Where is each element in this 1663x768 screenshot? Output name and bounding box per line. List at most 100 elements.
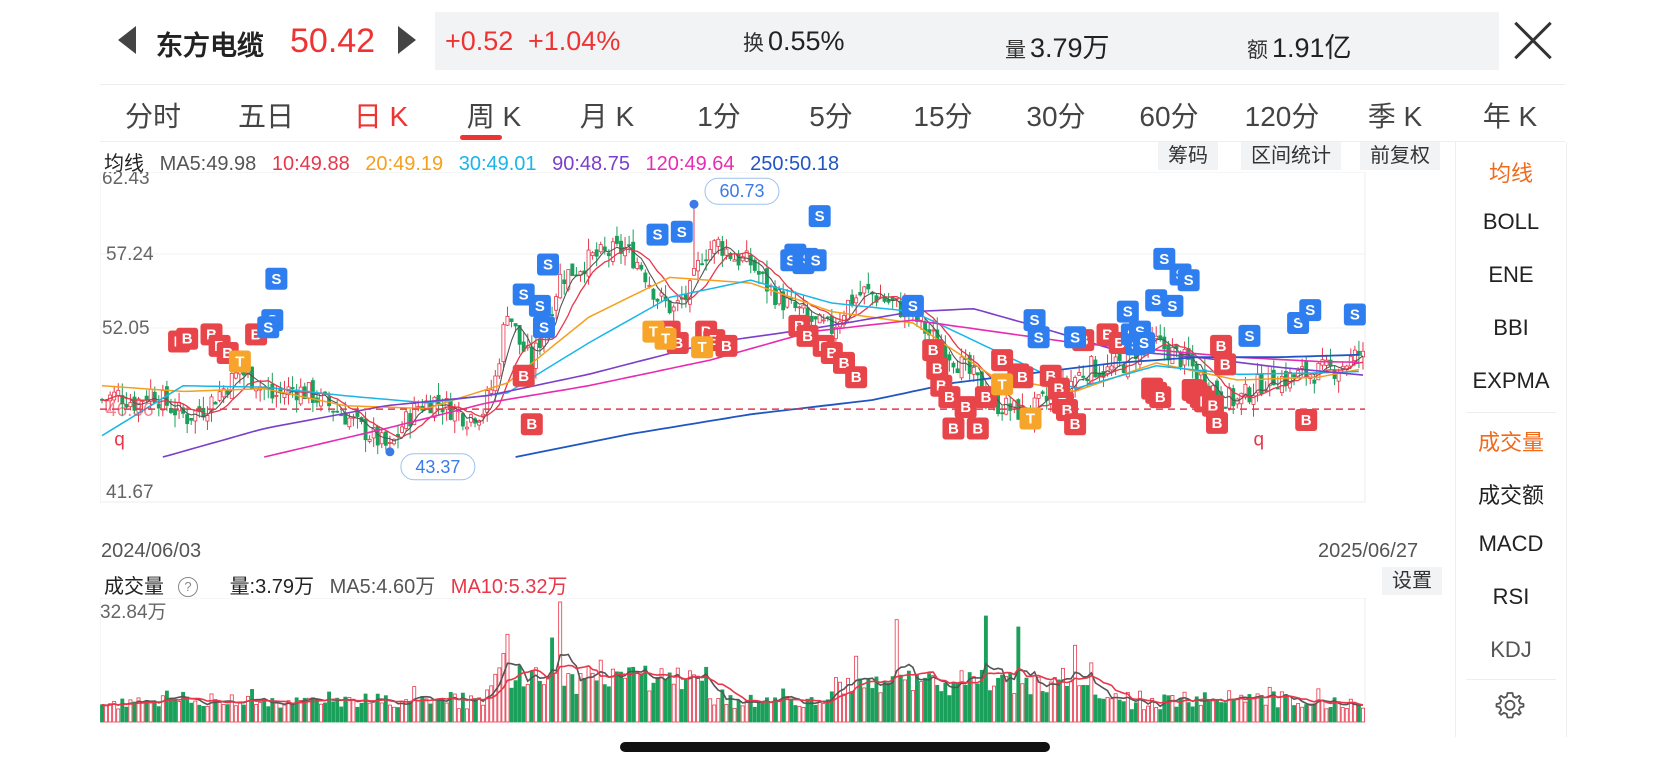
volume-bar [1020, 683, 1025, 723]
volume-bar [477, 697, 482, 723]
tab-1min[interactable]: 1分 [697, 101, 741, 132]
candle-body [598, 244, 603, 253]
volume-bar [1093, 694, 1098, 723]
signal-badge-letter: B [1062, 402, 1073, 419]
tab-60min[interactable]: 60分 [1139, 101, 1199, 132]
range-stats-button[interactable]: 区间统计 [1241, 142, 1341, 170]
volume-bar [148, 702, 153, 723]
volume-bar [112, 701, 117, 723]
volume-bar [679, 689, 684, 723]
volume-legend-title[interactable]: 成交量? [104, 576, 208, 598]
tee-signal-badge: T [228, 350, 251, 373]
volume-bar [1300, 706, 1305, 723]
tab-5min[interactable]: 5分 [809, 101, 853, 132]
volume-bar [1056, 679, 1061, 723]
signal-badge-letter: S [1184, 272, 1194, 289]
candle-body [651, 288, 656, 300]
sell-signal-badge: S [1116, 300, 1139, 323]
tab-120min[interactable]: 120分 [1244, 101, 1320, 132]
tab-30min[interactable]: 30分 [1026, 101, 1086, 132]
previous-stock-arrow-icon[interactable] [118, 26, 136, 54]
indicator-amount[interactable]: 成交额 [1477, 483, 1544, 508]
next-stock-arrow-icon[interactable] [398, 26, 416, 54]
volume-bar [655, 676, 660, 723]
volume-bar [250, 689, 254, 723]
volume-settings-button[interactable]: 设置 [1382, 567, 1442, 595]
candle-body [371, 427, 376, 439]
volume-bar [578, 673, 583, 723]
signal-badge-letter: T [661, 331, 670, 348]
volume-chart[interactable]: 32.84万 [100, 598, 1445, 738]
candle-body [756, 271, 761, 275]
indicator-ene[interactable]: ENE [1488, 262, 1534, 287]
indicator-macd[interactable]: MACD [1478, 531, 1544, 556]
tab-intraday[interactable]: 分时 [124, 101, 182, 132]
volume-bar [756, 702, 761, 723]
signal-badge-letter: B [997, 352, 1008, 369]
candle-body [1279, 376, 1284, 394]
indicator-bbi[interactable]: BBI [1493, 315, 1529, 340]
signal-badge-box [1295, 408, 1318, 431]
candle-body [355, 411, 360, 417]
volume-bar [1267, 686, 1272, 723]
active-tab-indicator [460, 135, 502, 140]
indicator-ma[interactable]: 均线 [1488, 161, 1533, 186]
close-icon[interactable] [1512, 20, 1554, 62]
volume-bar [485, 689, 490, 723]
volume-bar [201, 706, 206, 723]
indicator-boll[interactable]: BOLL [1482, 209, 1540, 234]
tab-weekly-k[interactable]: 周 K [466, 101, 522, 132]
volume-title-text: 成交量 [104, 576, 164, 598]
volume-bar [720, 689, 725, 723]
signal-badge-box [1201, 394, 1224, 417]
signal-badge-letter: B [1070, 416, 1081, 433]
signal-badge-letter: B [1212, 415, 1223, 432]
volume-bar [744, 700, 749, 723]
tab-daily-k[interactable]: 日 K [353, 101, 409, 132]
volume-bar [225, 704, 230, 723]
candle-body [639, 264, 644, 270]
volume-bar [452, 693, 457, 723]
home-indicator [620, 742, 1050, 752]
volume-bar [233, 705, 238, 723]
candle-body [497, 363, 502, 377]
buy-signal-badge: B [1149, 386, 1172, 409]
volume-bar [355, 706, 360, 723]
gear-icon[interactable] [1495, 690, 1525, 720]
volume-bar [692, 674, 696, 723]
volume-bar [671, 683, 676, 723]
tab-five-day[interactable]: 五日 [237, 101, 295, 132]
signal-badge-letter: S [539, 319, 549, 336]
help-icon[interactable]: ? [178, 577, 198, 597]
candle-body [623, 247, 627, 257]
volume-bar [639, 674, 644, 723]
tab-yearly-k[interactable]: 年 K [1482, 101, 1538, 132]
volume-bar [610, 668, 615, 723]
tab-quarterly-k[interactable]: 季 K [1367, 101, 1423, 132]
candle-body [1292, 374, 1296, 378]
forward-adjust-button[interactable]: 前复权 [1360, 142, 1440, 170]
indicator-expma[interactable]: EXPMA [1472, 368, 1550, 393]
chips-distribution-button[interactable]: 筹码 [1158, 142, 1218, 170]
signal-badge-letter: S [1350, 306, 1360, 323]
volume-bar [606, 686, 611, 723]
candle-body [1085, 378, 1090, 382]
indicator-divider [1466, 679, 1556, 680]
indicator-kdj[interactable]: KDJ [1490, 637, 1532, 662]
volume-bar [1125, 691, 1130, 723]
candle-body [1000, 412, 1005, 415]
volume-bar [185, 696, 190, 723]
candle-body [765, 268, 769, 292]
tab-15min[interactable]: 15分 [913, 101, 973, 132]
high-price-bubble [704, 177, 780, 205]
indicator-rsi[interactable]: RSI [1492, 584, 1530, 609]
volume-bar [1332, 697, 1337, 723]
volume-bar [323, 702, 327, 723]
candle-body [631, 241, 636, 269]
candle-body [919, 316, 923, 321]
tab-monthly-k[interactable]: 月 K [579, 101, 635, 132]
volume-bar [704, 666, 709, 723]
indicator-volume[interactable]: 成交量 [1477, 430, 1544, 455]
ma-legend-title[interactable]: 均线 [104, 153, 144, 175]
